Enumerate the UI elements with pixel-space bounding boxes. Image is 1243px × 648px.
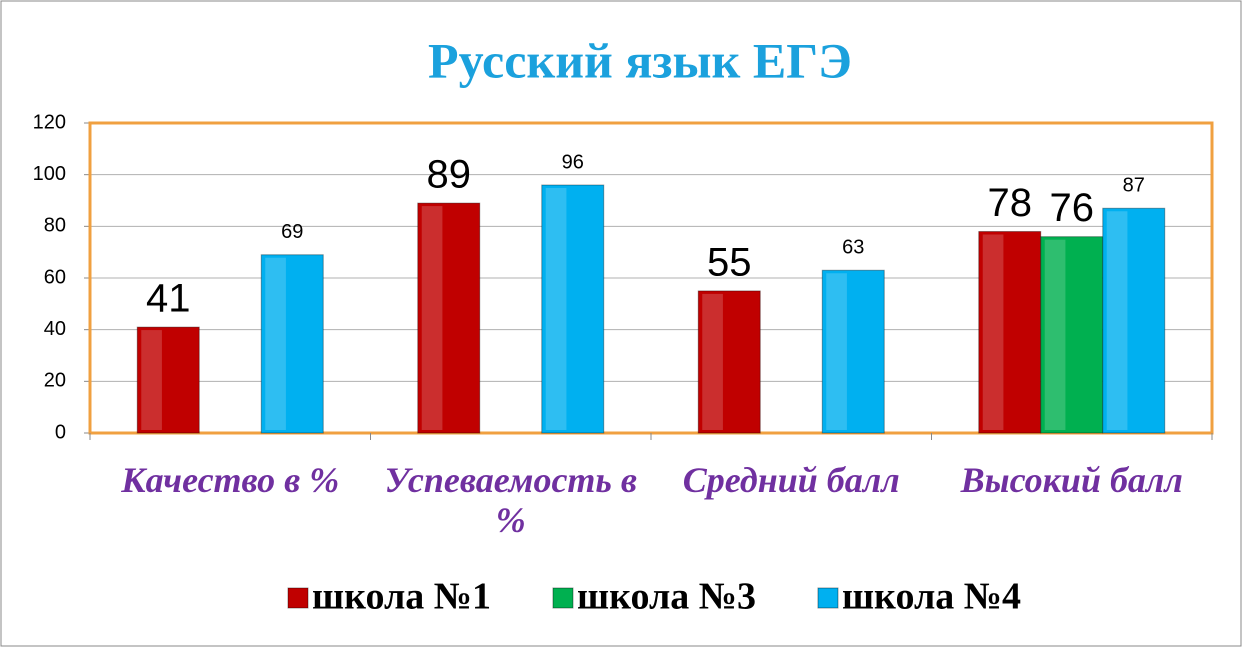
y-tick-label: 40 xyxy=(44,318,66,340)
data-label: 78 xyxy=(988,181,1033,225)
legend-label: школа №1 xyxy=(312,576,491,618)
bar-shine xyxy=(1106,211,1128,430)
bar xyxy=(697,290,761,434)
data-label: 87 xyxy=(1123,175,1145,197)
data-label: 69 xyxy=(281,221,303,243)
data-label: 76 xyxy=(1050,186,1095,230)
x-tick-label: Высокий балл xyxy=(960,460,1183,500)
legend-swatch xyxy=(817,587,839,609)
chart-title: Русский язык ЕГЭ xyxy=(428,32,852,88)
bar xyxy=(260,254,324,434)
legend-swatch xyxy=(287,587,309,609)
bar xyxy=(541,184,605,434)
bar xyxy=(136,326,200,434)
bar xyxy=(978,231,1042,434)
x-tick-label: Качество в % xyxy=(121,460,340,500)
bar-shine xyxy=(545,188,567,430)
y-tick-label: 100 xyxy=(33,163,66,185)
bar xyxy=(417,202,481,434)
legend-swatch xyxy=(552,587,574,609)
bar xyxy=(821,269,885,434)
y-tick-label: 80 xyxy=(44,215,66,237)
bar-shine xyxy=(421,206,443,430)
bar-shine xyxy=(702,293,723,430)
data-label: 63 xyxy=(842,237,864,259)
data-label: 89 xyxy=(427,153,472,197)
bar xyxy=(1102,207,1166,434)
x-tick-label: Средний балл xyxy=(682,460,900,500)
bar-shine xyxy=(982,234,1004,430)
y-tick-label: 120 xyxy=(33,111,66,133)
bar-shine xyxy=(265,257,286,430)
x-tick-label: Успеваемость в % xyxy=(384,460,637,540)
data-label: 55 xyxy=(707,240,752,284)
y-tick-label: 0 xyxy=(55,421,66,443)
y-tick-label: 20 xyxy=(44,370,66,392)
data-label: 41 xyxy=(146,277,191,321)
bar-shine xyxy=(141,330,162,430)
y-tick-label: 60 xyxy=(44,266,66,288)
bar-shine xyxy=(1044,239,1066,430)
legend-label: школа №3 xyxy=(577,576,756,618)
data-label: 96 xyxy=(562,151,584,173)
legend-label: школа №4 xyxy=(842,576,1021,618)
bar xyxy=(1040,236,1104,434)
bar-shine xyxy=(826,273,847,430)
